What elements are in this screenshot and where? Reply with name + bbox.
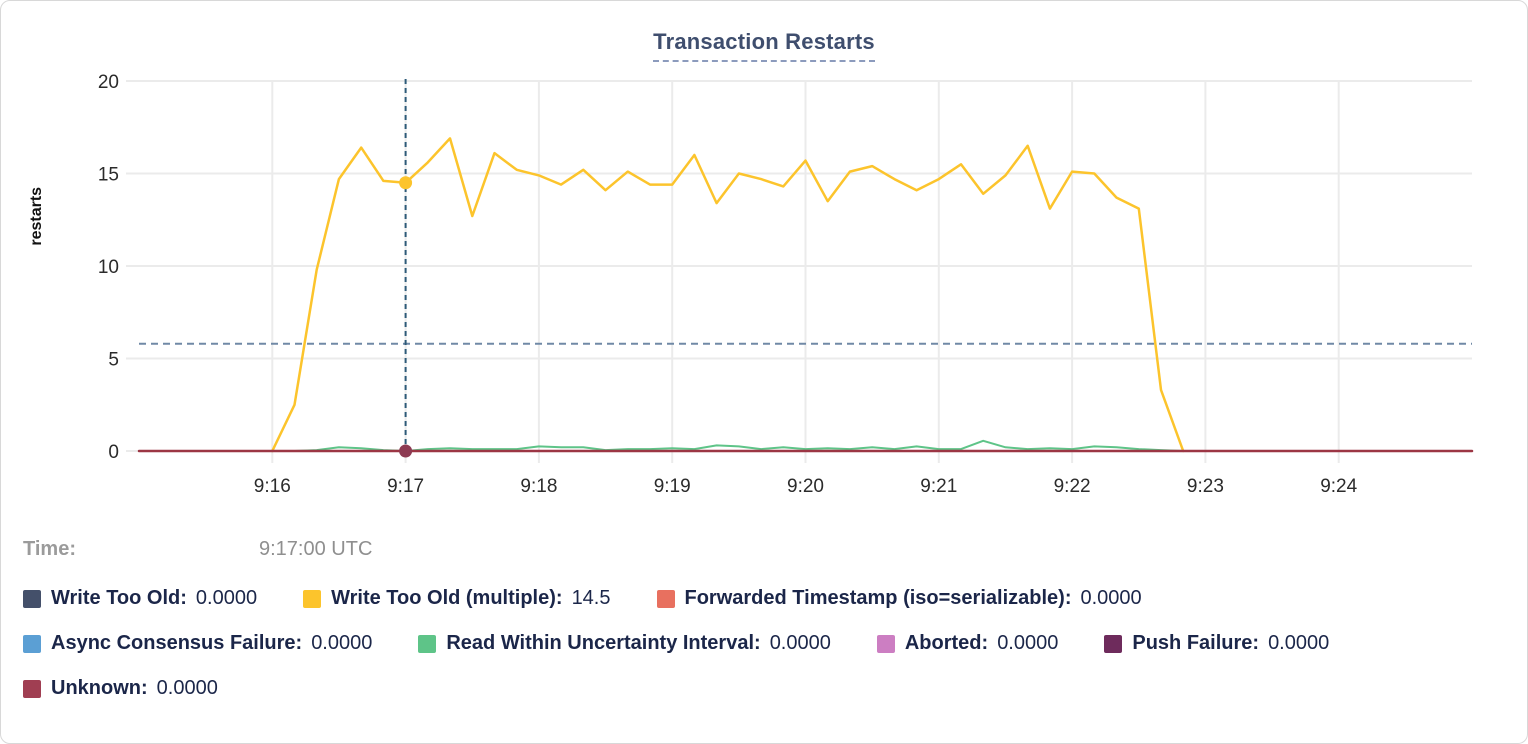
legend-row: Unknown: 0.0000	[23, 677, 1507, 700]
x-tick-label: 9:24	[1320, 476, 1357, 497]
legend-label: Unknown:	[51, 677, 148, 699]
y-tick-label: 0	[108, 442, 119, 463]
legend: Write Too Old: 0.0000 Write Too Old (multi…	[23, 587, 1507, 722]
legend-swatch-icon	[656, 589, 675, 608]
x-tick-label: 9:23	[1187, 476, 1224, 497]
legend-swatch-icon	[876, 634, 895, 653]
y-tick-label: 15	[98, 165, 119, 186]
x-tick-label: 9:18	[520, 476, 557, 497]
legend-label: Read Within Uncertainty Interval:	[446, 632, 761, 654]
chart-title-row: Transaction Restarts	[1, 29, 1527, 62]
x-tick-label: 9:16	[254, 476, 291, 497]
legend-value: 0.0000	[1268, 632, 1330, 654]
legend-value: 14.5	[571, 587, 611, 609]
y-tick-label: 10	[98, 257, 119, 278]
legend-swatch-icon	[23, 634, 41, 653]
hover-marker[interactable]	[399, 176, 413, 190]
legend-label: Async Consensus Failure:	[51, 632, 303, 654]
legend-swatch-icon	[418, 634, 437, 653]
y-tick-label: 5	[108, 350, 119, 371]
x-tick-label: 9:19	[654, 476, 691, 497]
series-line-read-within-uncertainty-interval[interactable]	[271, 439, 1185, 452]
hover-time-label: Time:	[23, 538, 76, 560]
legend-item[interactable]: Push Failure: 0.0000	[1104, 632, 1329, 655]
legend-row: Async Consensus Failure: 0.0000 Read Withi…	[23, 632, 1507, 655]
legend-value: 0.0000	[997, 632, 1059, 654]
legend-label: Aborted:	[904, 632, 989, 654]
hover-marker[interactable]	[399, 444, 413, 458]
legend-value: 0.0000	[311, 632, 373, 654]
x-tick-label: 9:21	[920, 476, 957, 497]
legend-item[interactable]: Unknown: 0.0000	[23, 677, 218, 700]
hover-time-value: 9:17:00 UTC	[259, 538, 373, 560]
legend-item[interactable]: Read Within Uncertainty Interval: 0.0000	[418, 632, 831, 655]
x-tick-label: 9:17	[387, 476, 424, 497]
x-tick-label: 9:20	[787, 476, 824, 497]
legend-item[interactable]: Aborted: 0.0000	[876, 632, 1059, 655]
legend-label: Write Too Old (multiple):	[331, 587, 563, 609]
x-tick-label: 9:22	[1054, 476, 1091, 497]
hover-readout: Time: 9:17:00 UTC	[23, 538, 372, 561]
legend-value: 0.0000	[156, 677, 218, 699]
legend-row: Write Too Old: 0.0000 Write Too Old (multi…	[23, 587, 1507, 610]
legend-value: 0.0000	[195, 587, 258, 609]
legend-label: Push Failure:	[1132, 632, 1260, 654]
transaction-restarts-chart[interactable]: 0 5 10 15 20 9:16 9:17 9:18 9:19 9:20 9:21 9:22 9:23…	[1, 1, 1528, 521]
legend-value: 0.0000	[1080, 587, 1142, 609]
legend-swatch-icon	[23, 589, 41, 608]
legend-item[interactable]: Async Consensus Failure: 0.0000	[23, 632, 372, 655]
legend-item[interactable]: Forwarded Timestamp (iso=serializable): 0…	[656, 587, 1142, 610]
legend-swatch-icon	[23, 679, 41, 698]
legend-label: Write Too Old:	[51, 587, 187, 609]
legend-item[interactable]: Write Too Old (multiple): 14.5	[303, 587, 611, 610]
y-tick-label: 20	[98, 72, 119, 93]
legend-item[interactable]: Write Too Old: 0.0000	[23, 587, 257, 610]
series-line-write-too-old-multiple-[interactable]	[271, 137, 1185, 453]
legend-swatch-icon	[303, 589, 322, 608]
legend-label: Forwarded Timestamp (iso=serializable):	[684, 587, 1072, 609]
legend-swatch-icon	[1104, 634, 1123, 653]
chart-title[interactable]: Transaction Restarts	[653, 29, 875, 62]
legend-value: 0.0000	[769, 632, 831, 654]
